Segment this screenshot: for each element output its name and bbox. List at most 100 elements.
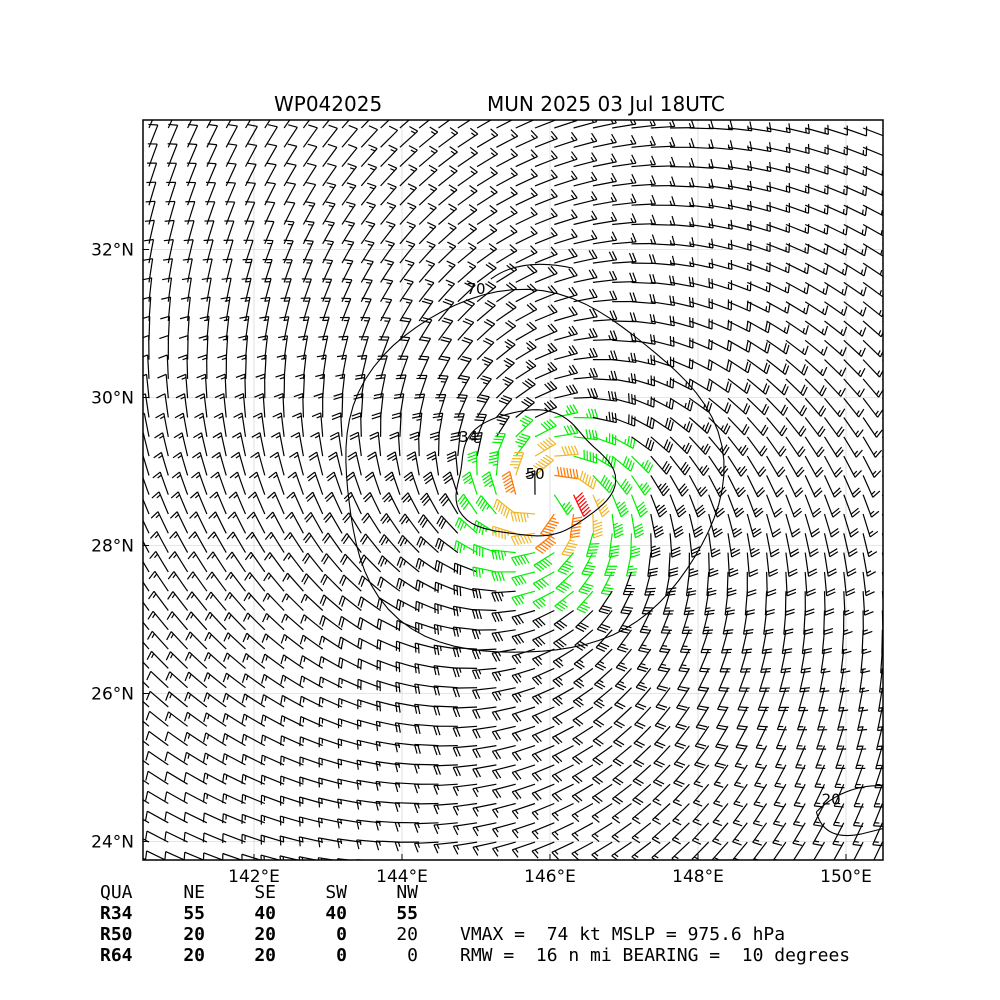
barb-staff [438,283,456,303]
wind-barb [650,513,665,539]
barb-feather-half [517,673,522,678]
wind-barb [631,155,656,168]
barb-staff [244,354,247,379]
barb-feather-half [784,286,787,292]
barb-feather [500,571,505,582]
barb-feather-half [569,539,575,542]
barb-staff [631,359,656,366]
wind-barb [592,172,617,187]
barb-feather [725,609,735,613]
barb-staff [881,455,883,459]
barb-feather [513,535,520,545]
wind-barb [457,120,472,129]
barb-feather [446,454,457,460]
barb-feather [207,143,217,146]
wind-barb [708,436,730,456]
wind-barb [476,262,497,283]
barb-feather [686,590,697,594]
barb-feather-half [876,370,881,376]
barb-feather-half [450,150,456,155]
barb-staff [785,320,807,335]
barb-feather [483,321,493,327]
barb-feather-half [468,265,474,270]
barb-feather-half [407,263,413,267]
barb-feather [371,412,381,417]
barb-feather [509,205,518,214]
wind-barb [766,397,789,416]
wind-barb [149,531,169,553]
barb-feather [892,491,899,497]
barb-feather-half [586,413,589,418]
barb-staff [804,320,825,336]
barb-feather [612,310,618,320]
barb-staff [689,146,714,150]
barb-feather [765,608,775,613]
wind-barb [611,475,633,495]
barb-staff [491,549,516,554]
barb-feather [395,377,406,380]
barb-feather-half [199,396,205,400]
barb-staff [515,383,536,399]
barb-staff [533,552,555,566]
barb-feather [214,393,225,399]
barb-feather [406,221,416,227]
barb-feather [587,388,592,398]
barb-feather [318,335,328,338]
barb-feather [530,168,538,177]
barb-staff [592,416,617,424]
barb-feather [673,525,683,532]
barb-feather [156,393,166,399]
barb-feather [201,277,212,281]
storm-info-title: MUN 2025 03 Jul 18UTC [487,92,725,116]
wind-barb [380,201,397,225]
barb-staff [823,494,834,518]
wind-barb [804,262,829,275]
barb-feather [571,325,578,335]
barb-feather-half [630,198,634,204]
barb-feather [487,281,497,288]
barb-feather [537,460,547,467]
wind-barb [244,124,258,148]
barb-staff [476,210,498,226]
barb-staff [191,591,208,611]
barb-feather [315,373,325,378]
barb-feather [437,539,442,550]
barb-feather [541,559,550,567]
barb-staff [600,571,613,594]
wind-barb [438,493,459,515]
barb-feather [530,149,538,158]
barb-feather-half [822,308,825,314]
barb-feather [185,611,192,621]
barb-staff [288,552,304,573]
wind-barb [148,590,169,611]
barb-feather [690,177,695,188]
barb-staff [625,552,633,577]
barb-staff [689,204,714,209]
barb-feather [876,429,883,438]
barb-feather-half [197,435,203,439]
barb-feather-half [682,444,686,450]
wind-barb [403,471,420,495]
wind-barb [217,354,228,379]
barb-staff [457,209,478,225]
wind-barb [360,120,370,129]
barb-feather [698,705,709,709]
barb-feather-half [650,219,653,224]
barb-feather [338,595,343,605]
barb-feather-half [803,307,806,313]
barb-feather [904,148,905,157]
barb-feather-half [190,593,195,599]
barb-feather [484,302,494,309]
barb-feather [581,506,590,514]
barb-staff [727,262,751,272]
barb-feather [486,300,496,306]
barb-feather [715,507,724,515]
wind-barb [438,222,457,245]
barb-feather [701,464,708,474]
barb-feather [646,587,656,590]
barb-feather [517,535,523,545]
barb-staff [688,475,702,497]
barb-feather [225,571,232,581]
barb-feather-half [530,211,535,216]
barb-staff [305,573,324,592]
